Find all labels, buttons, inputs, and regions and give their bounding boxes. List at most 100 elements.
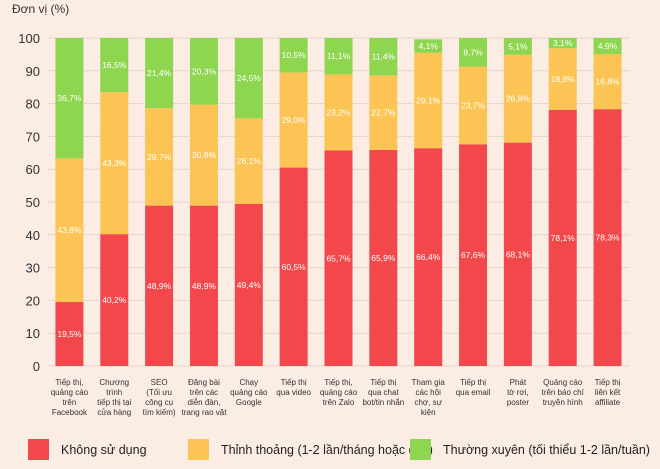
bar-stack: 60,5% 29,0% 10,5% [279,38,308,366]
data-label: 66,4% [416,252,441,262]
bar-segment [55,38,84,159]
data-label: 18,8% [551,74,576,84]
bar-segment [100,38,129,93]
bar-segment [279,72,308,168]
bar-segment [145,108,174,206]
bar-segment [100,234,129,366]
x-tick-label: Quảng cáo trên báo chí truyền hình [542,378,585,407]
data-label: 22,7% [371,108,396,118]
data-label: 48,9% [192,281,217,291]
legend-label: Không sử dụng [61,442,147,457]
legend-item-thinh-thoang: Thỉnh thoảng (1-2 lần/tháng hoặc quý) [188,439,433,460]
x-tick-label: Chương trình tiếp thị tại cửa hàng [97,378,131,417]
data-label: 65,9% [371,253,396,263]
bar-segment [324,38,353,75]
data-label: 3,1% [553,38,573,48]
y-axis-unit-label: Đơn vị (%) [12,2,70,16]
data-label: 67,6% [461,250,486,260]
bar-stack: 65,9% 22,7% 11,4% [369,38,398,366]
bar-segment [324,150,353,366]
data-label: 43,8% [57,225,82,235]
bar-segment [234,118,263,204]
x-tick-label: Tham gia các hội chợ, sự kiện [412,378,446,417]
bar-segment [593,54,622,110]
legend-swatch-green [410,439,431,460]
data-label: 4,1% [419,41,439,51]
data-label: 19,5% [57,329,82,339]
bar-segment [414,52,443,149]
bar-stack: 19,5% 43,8% 36,7% [55,38,84,366]
data-label: 43,3% [102,158,127,168]
data-label: 26,8% [506,94,531,104]
x-tick-label: Tiếp thị, quảng cáo trên Facebook [51,378,89,417]
x-tick-label: Phát tờ rơi, poster [507,378,530,407]
x-tick-label: Tiếp thị, quảng cáo trên Zalo [320,378,358,407]
y-tick-label: 30 [26,261,40,276]
legend: Không sử dụng Thỉnh thoảng (1-2 lần/thán… [28,439,650,460]
data-label: 10,5% [282,50,307,60]
data-label: 49,4% [237,280,262,290]
x-tick-label: Đăng bài trên các diễn đàn, trang rao vặt [182,378,228,417]
bar-segment [548,38,577,49]
bar-segment [100,92,129,235]
x-tick-label: SEO (Tối ưu công cụ tìm kiếm) [143,378,176,417]
bar-stack: 78,1% 18,8% 3,1% [548,38,577,366]
data-label: 36,7% [57,93,82,103]
bar-segment [369,149,398,366]
y-tick-labels: 0 10 20 30 40 50 60 70 80 90 100 [18,31,40,374]
bar-segment [324,74,353,151]
data-label: 30,8% [192,150,217,160]
data-label: 4,9% [598,41,618,51]
y-tick-label: 40 [26,228,40,243]
data-label: 16,5% [102,60,127,70]
data-label: 8,7% [463,47,483,57]
data-label: 65,7% [326,253,351,263]
legend-item-thuong-xuyen: Thường xuyên (tối thiểu 1-2 lần/tuần) [410,439,650,460]
bar-stack: 40,2% 43,3% 16,5% [100,38,129,366]
y-tick-label: 70 [26,129,40,144]
bar-segment [369,75,398,150]
bar-segment [279,38,308,73]
x-tick-label: Chạy quảng cáo Google [230,378,268,407]
y-tick-label: 100 [18,31,40,46]
legend-swatch-orange [188,439,209,460]
legend-label: Thỉnh thoảng (1-2 lần/tháng hoặc quý) [221,442,433,457]
bar-stack: 48,9% 30,8% 20,3% [189,38,218,366]
bar-segment [369,38,398,76]
bar-segment [548,48,577,110]
bar-stack: 49,4% 26,1% 24,5% [234,38,263,366]
bar-segment [548,109,577,366]
bar-segment [189,205,218,366]
data-label: 11,4% [372,52,396,62]
bar-stack: 78,3% 16,8% 4,9% [593,38,622,367]
y-tick-label: 20 [26,293,40,308]
bar-segment [503,54,532,143]
bar-stack: 66,4% 29,1% 4,1% [414,39,443,366]
data-label: 78,3% [596,233,621,243]
bar-segment [55,302,84,366]
legend-item-khong-su-dung: Không sử dụng [28,439,147,460]
data-label: 60,5% [282,262,307,272]
data-label: 78,1% [551,233,576,243]
bar-segment [414,39,443,53]
y-tick-label: 0 [33,359,40,374]
bar-segment [145,38,174,109]
data-label: 68,1% [506,249,531,259]
bar-segment [459,144,488,366]
data-label: 16,8% [596,77,621,87]
bar-segment [279,167,308,366]
bar-segment [55,158,84,303]
y-tick-label: 90 [26,64,40,79]
data-label: 29,7% [147,152,172,162]
bar-segment [189,104,218,206]
bar-stack: 48,9% 29,7% 21,4% [145,38,174,366]
data-label: 48,9% [147,281,172,291]
data-label: 11,1% [327,51,351,61]
data-label: 23,7% [461,100,486,110]
bar-segment [503,38,532,55]
data-label: 20,3% [192,66,217,76]
bar-segment [503,142,532,366]
bar-segment [459,38,488,67]
